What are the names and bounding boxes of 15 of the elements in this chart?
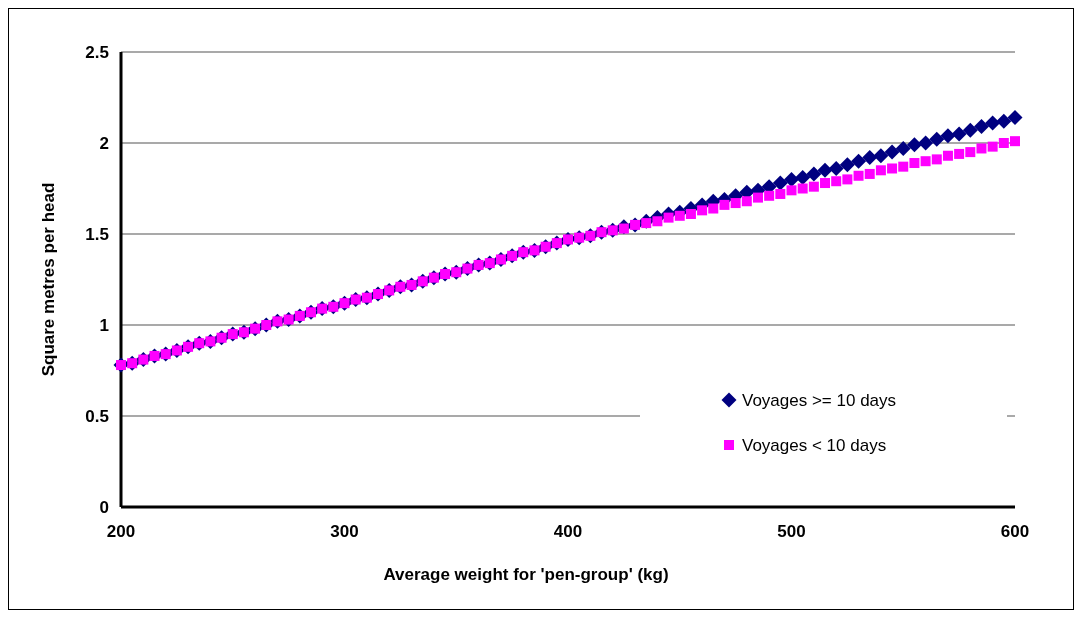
x-tick-label: 400 [553,522,583,541]
x-tick-label: 200 [106,522,136,541]
y-tick-label: 2.5 [85,42,109,62]
y-tick-label: 0.5 [85,406,109,426]
x-tick-label: 300 [330,522,359,541]
legend-label: Voyages < 10 days [742,435,887,455]
y-tick-label: 2 [99,133,109,153]
y-tick-label: 1.5 [85,224,109,244]
y-tick-label: 0 [99,497,109,517]
y-tick-label: 1 [99,315,109,335]
x-tick-label: 600 [1000,522,1030,541]
x-tick-label: 500 [777,522,806,541]
legend-label: Voyages >= 10 days [742,390,897,410]
x-axis-title: Average weight for 'pen-group' (kg) [383,565,669,584]
y-axis-title: Square metres per head [39,182,58,377]
